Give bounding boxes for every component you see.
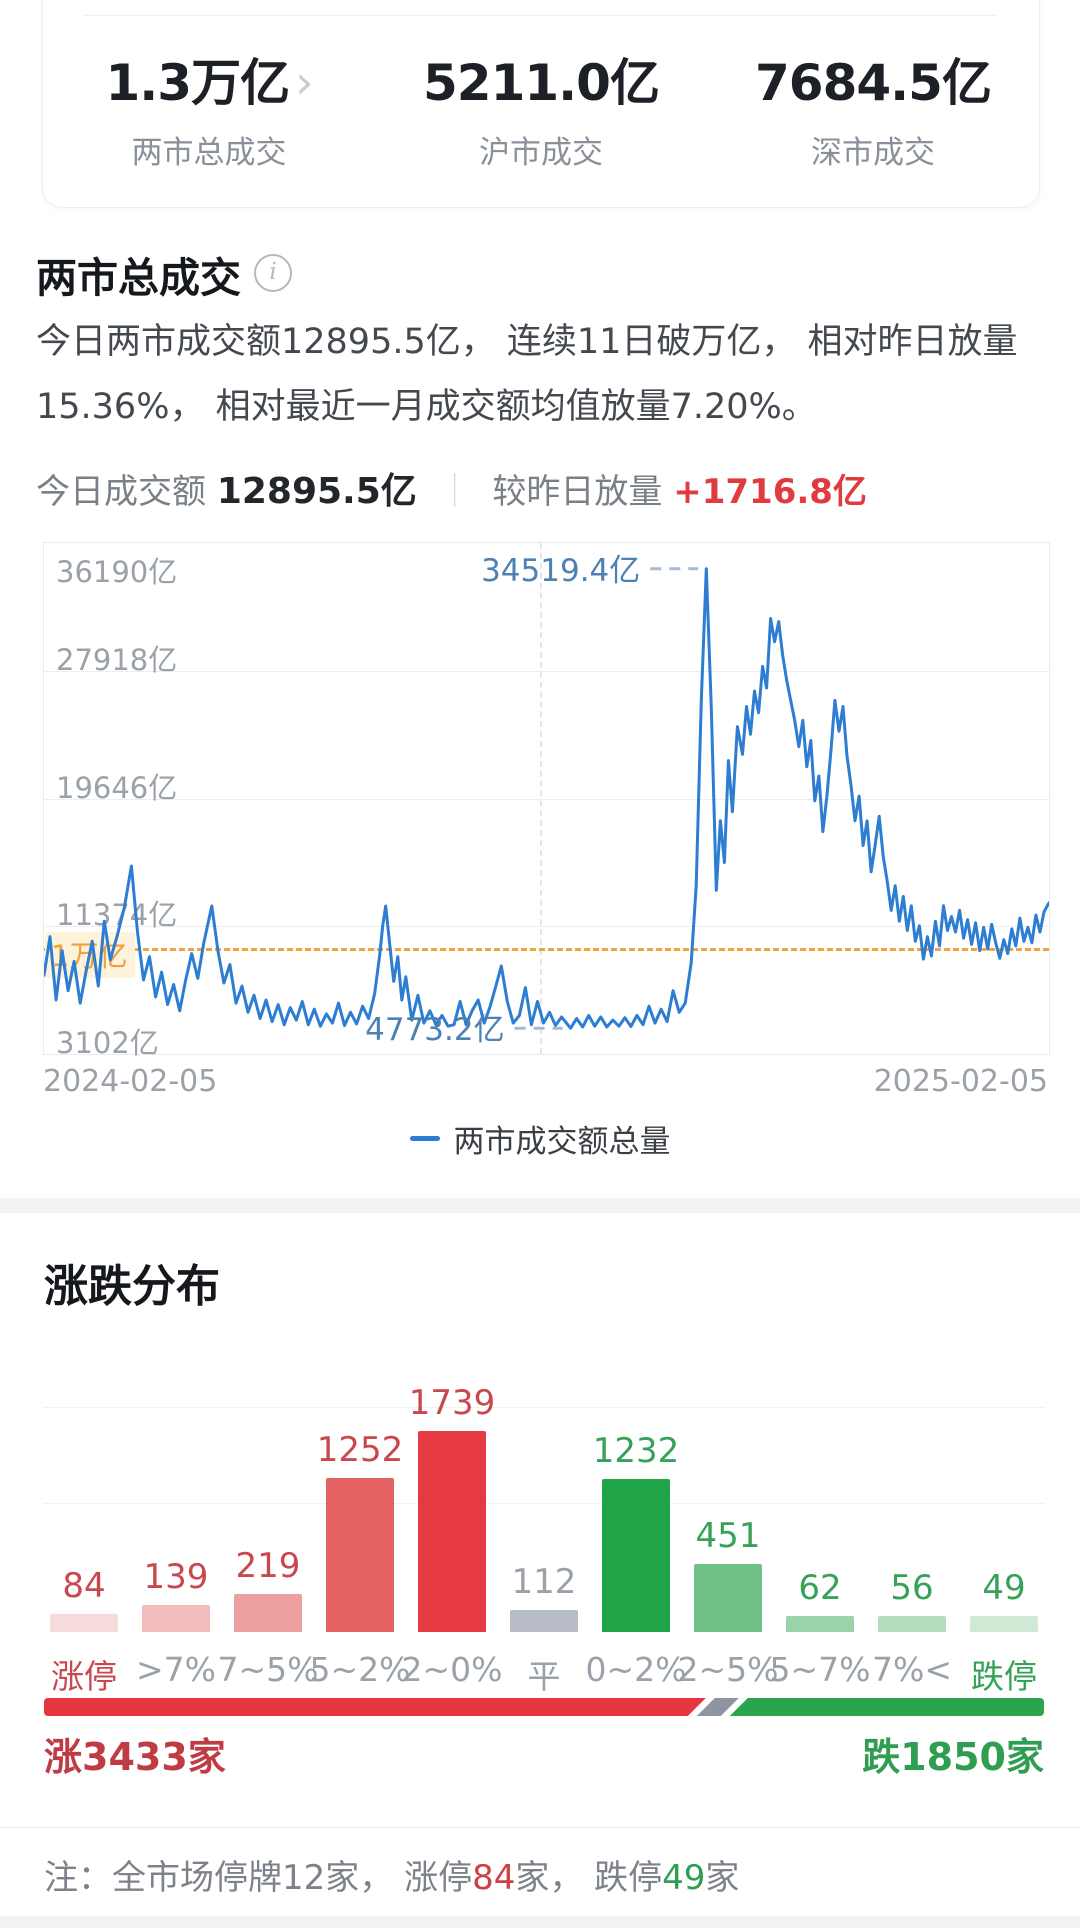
- bar-value-label: 49: [982, 1568, 1026, 1608]
- stat-shenzhen-turnover: 7684.5亿 深市成交: [707, 43, 1039, 172]
- stat-value: 1.3万亿 ›: [43, 43, 375, 115]
- y-axis-tick: 3102亿: [56, 1026, 159, 1060]
- stat-value: 5211.0亿: [423, 54, 660, 112]
- bar-value-label: 1232: [592, 1431, 680, 1472]
- chevron-right-icon: ›: [295, 55, 313, 109]
- turnover-line-chart: 36190亿 27918亿 19646亿 11374亿 3102亿 1万亿 34519.4亿…: [43, 542, 1050, 1060]
- stat-value-text: 1.3万亿: [105, 54, 291, 112]
- bar->7%: [142, 1605, 210, 1632]
- footnote-segment: 家， 跌停: [515, 1858, 663, 1898]
- footnote: 注：全市场停牌12家， 涨停84家， 跌停49家: [44, 1850, 739, 1899]
- distribution-title: 涨跌分布: [44, 1261, 220, 1312]
- chart-legend[interactable]: 两市成交额总量: [0, 1116, 1080, 1161]
- bar-平: [510, 1609, 578, 1632]
- bar-category-label: 0~2%: [585, 1650, 687, 1689]
- footnote-segment: 84: [472, 1858, 516, 1898]
- card-divider: [83, 15, 997, 16]
- bar-value-label: 56: [890, 1568, 934, 1608]
- bar-5~7%: [786, 1616, 854, 1632]
- section-divider-band: [0, 1198, 1080, 1213]
- x-axis-label-end: 2025-02-05: [873, 1064, 1048, 1099]
- vs-yesterday-value: +1716.8亿: [673, 472, 867, 512]
- separator-line: [0, 1827, 1080, 1828]
- stat-separator: ｜: [437, 472, 472, 512]
- strip-up-segment: [44, 1698, 706, 1716]
- bar-value-label: 62: [798, 1568, 842, 1608]
- bar-category-label: 平: [527, 1657, 561, 1696]
- bar-category-label: 跌停: [971, 1657, 1037, 1696]
- bar-category-label: 5~7%: [769, 1650, 871, 1689]
- footnote-segment: 家: [705, 1858, 740, 1898]
- stat-label: 两市总成交: [131, 135, 287, 171]
- bar-value-label: 139: [143, 1557, 209, 1598]
- bar-7%<: [878, 1616, 946, 1632]
- x-axis-label-start: 2024-02-05: [43, 1064, 218, 1099]
- footnote-segment: 注：全市场停牌12家， 涨停: [44, 1858, 473, 1898]
- reference-line-1wanyi: [44, 947, 1049, 951]
- footnote-segment: 49: [662, 1858, 706, 1898]
- y-axis-tick: 27918亿: [56, 642, 178, 677]
- bar-category-label: >7%: [135, 1650, 216, 1689]
- min-annotation-label: 4773.2亿: [365, 1012, 504, 1048]
- strip-down-segment: [729, 1698, 1044, 1716]
- bar-value-label: 112: [511, 1561, 577, 1602]
- distribution-bar-chart: 84 涨停 139 >7% 219 7~5% 1252 5~2% 1739 2~0% 112 平 123…: [44, 1365, 1044, 1696]
- turnover-line: [44, 567, 1049, 1030]
- y-axis-tick: 36190亿: [56, 555, 178, 589]
- today-stats-line: 今日成交额 12895.5亿 ｜ 较昨日放量 +1716.8亿: [36, 462, 867, 514]
- decliners-count: 跌1850家: [862, 1735, 1044, 1779]
- y-axis-tick: 11374亿: [56, 898, 178, 933]
- bar-category-label: 7~5%: [217, 1650, 319, 1689]
- bar-value-label: 219: [235, 1545, 301, 1586]
- stat-label: 沪市成交: [479, 135, 603, 171]
- vertical-gridline: [540, 543, 542, 1054]
- bar-category-label: 7%<: [871, 1650, 952, 1689]
- stats-row: 1.3万亿 › 两市总成交 5211.0亿 沪市成交 7684.5亿 深市成交: [43, 43, 1039, 172]
- bar-value-label: 1252: [316, 1429, 404, 1470]
- bar-value-label: 84: [62, 1566, 106, 1607]
- y-axis-tick: 19646亿: [56, 770, 178, 805]
- section-title: 两市总成交: [36, 254, 241, 302]
- info-icon[interactable]: i: [254, 254, 292, 292]
- bar-涨停: [50, 1614, 118, 1632]
- stat-shanghai-turnover: 5211.0亿 沪市成交: [375, 43, 707, 172]
- turnover-series-svg: 34519.4亿 4773.2亿: [44, 553, 1049, 1048]
- bar-0~2%: [602, 1479, 670, 1632]
- bar-category-label: 2~5%: [677, 1650, 779, 1689]
- today-label: 今日成交额: [36, 472, 206, 512]
- bar-7~5%: [234, 1593, 302, 1632]
- stat-label: 深市成交: [811, 135, 935, 171]
- stat-value: 7684.5亿: [755, 54, 992, 112]
- gridline: [44, 926, 1049, 928]
- bar-category-label: 5~2%: [309, 1650, 411, 1689]
- legend-line-swatch: [409, 1136, 440, 1141]
- vs-yesterday-label: 较昨日放量: [492, 472, 663, 512]
- bottom-band: [0, 1916, 1080, 1928]
- bar-category-label: 涨停: [51, 1657, 117, 1696]
- legend-label: 两市成交额总量: [453, 1124, 671, 1160]
- section-description: 今日两市成交额12895.5亿， 连续11日破万亿， 相对昨日放量15.36%，…: [36, 322, 1018, 427]
- bar-2~0%: [418, 1431, 486, 1632]
- bar-value-label: 1739: [408, 1383, 496, 1423]
- bar-value-label: 451: [695, 1515, 761, 1556]
- today-value: 12895.5亿: [216, 471, 417, 512]
- max-annotation-label: 34519.4亿: [481, 553, 640, 589]
- advancers-count: 涨3433家: [44, 1735, 226, 1779]
- bar-跌停: [970, 1616, 1038, 1632]
- bar-2~5%: [694, 1563, 762, 1632]
- bar-category-label: 2~0%: [401, 1650, 503, 1689]
- gridline: [44, 670, 1049, 672]
- market-turnover-card: 1.3万亿 › 两市总成交 5211.0亿 沪市成交 7684.5亿 深市成交: [42, 0, 1040, 208]
- gridline: [44, 798, 1049, 800]
- bar-gridline: [44, 1407, 1044, 1409]
- advance-decline-strip: [44, 1698, 1044, 1716]
- bar-gridline: [44, 1502, 1044, 1504]
- bar-5~2%: [326, 1477, 394, 1632]
- stat-total-turnover[interactable]: 1.3万亿 › 两市总成交: [43, 43, 375, 172]
